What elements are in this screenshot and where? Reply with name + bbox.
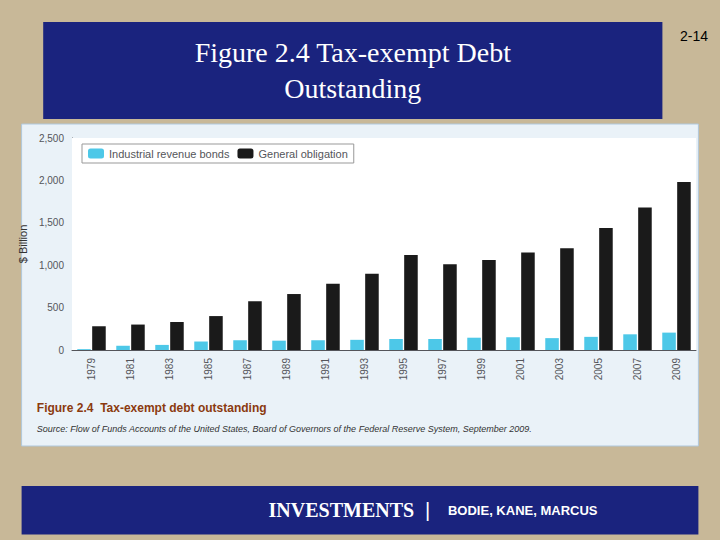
svg-text:Figure 2.4 Tax-exempt debt ou: Figure 2.4 Tax-exempt debt outstanding [37,401,267,415]
svg-text:1997: 1997 [437,358,448,381]
svg-text:1991: 1991 [320,358,331,381]
svg-text:1985: 1985 [203,358,214,381]
svg-text:1981: 1981 [125,358,136,381]
svg-text:Figure 2.4 Tax-exempt Debt: Figure 2.4 Tax-exempt Debt [195,37,512,68]
svg-text:1995: 1995 [398,358,409,381]
svg-text:1,000: 1,000 [39,260,64,271]
svg-text:1983: 1983 [164,358,175,381]
svg-text:1979: 1979 [86,358,97,381]
svg-text:2-14: 2-14 [680,28,708,44]
svg-text:Source: Flow of Funds Accounts: Source: Flow of Funds Accounts of the Un… [37,424,532,434]
svg-text:$ Billion: $ Billion [17,225,29,264]
svg-text:2001: 2001 [515,358,526,381]
svg-text:1999: 1999 [476,358,487,381]
svg-text:General obligation: General obligation [258,148,347,160]
svg-text:|: | [425,499,430,521]
svg-text:1,500: 1,500 [39,217,64,228]
svg-text:1987: 1987 [242,358,253,381]
svg-text:Outstanding: Outstanding [284,73,421,104]
svg-text:500: 500 [47,302,64,313]
svg-text:INVESTMENTS: INVESTMENTS [269,499,415,521]
svg-text:2009: 2009 [671,358,682,381]
svg-text:2,000: 2,000 [39,175,64,186]
svg-text:2,500: 2,500 [39,133,64,144]
svg-text:BODIE, KANE, MARCUS: BODIE, KANE, MARCUS [448,503,598,518]
svg-text:2003: 2003 [554,358,565,381]
svg-text:1993: 1993 [359,358,370,381]
svg-text:Industrial revenue bonds: Industrial revenue bonds [109,148,230,160]
svg-text:1989: 1989 [281,358,292,381]
svg-text:0: 0 [58,345,64,356]
svg-text:2005: 2005 [593,358,604,381]
svg-text:2007: 2007 [632,358,643,381]
